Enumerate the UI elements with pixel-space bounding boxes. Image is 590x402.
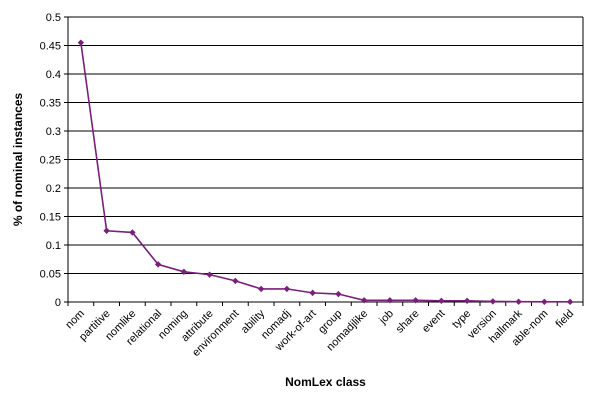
y-tick-label: 0.05 <box>40 269 61 281</box>
data-point <box>515 298 522 305</box>
data-point <box>206 271 213 278</box>
data-point <box>463 297 471 305</box>
data-point <box>129 229 136 236</box>
y-tick-label: 0.35 <box>40 98 61 110</box>
data-point <box>77 39 85 46</box>
y-tick-label: 0.2 <box>46 183 61 195</box>
data-point <box>309 289 316 297</box>
data-point <box>257 285 265 293</box>
y-tick-label: 0.15 <box>40 212 61 224</box>
x-axis-title: NomLex class <box>285 375 366 389</box>
data-point <box>232 277 239 285</box>
y-tick-label: 0.1 <box>46 240 61 252</box>
data-point <box>103 227 110 234</box>
y-axis-ticks: 0 0.05 0.1 0.15 0.2 0.25 0.3 0.35 0.4 0.45 0.5 <box>40 12 68 309</box>
data-point <box>154 261 162 268</box>
data-points <box>77 39 574 306</box>
data-point <box>360 297 368 304</box>
y-tick-label: 0.4 <box>46 69 61 81</box>
y-tick-label: 0.25 <box>40 155 61 167</box>
data-point <box>541 298 548 305</box>
y-tick-label: 0.3 <box>46 126 61 138</box>
data-point <box>283 285 291 293</box>
y-tick-label: 0 <box>55 297 61 309</box>
data-point <box>412 297 419 304</box>
data-point <box>180 268 188 275</box>
data-point <box>566 298 574 306</box>
gridlines <box>68 16 584 303</box>
y-tick-label: 0.45 <box>40 41 61 53</box>
y-tick-label: 0.5 <box>46 12 61 24</box>
series-line <box>80 42 571 303</box>
data-point <box>335 290 342 298</box>
data-point <box>489 298 497 305</box>
data-point <box>386 297 394 304</box>
y-axis-title: % of nominal instances <box>11 92 25 226</box>
data-point <box>438 297 445 305</box>
